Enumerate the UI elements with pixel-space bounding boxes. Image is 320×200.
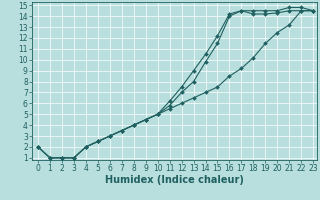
X-axis label: Humidex (Indice chaleur): Humidex (Indice chaleur): [105, 175, 244, 185]
